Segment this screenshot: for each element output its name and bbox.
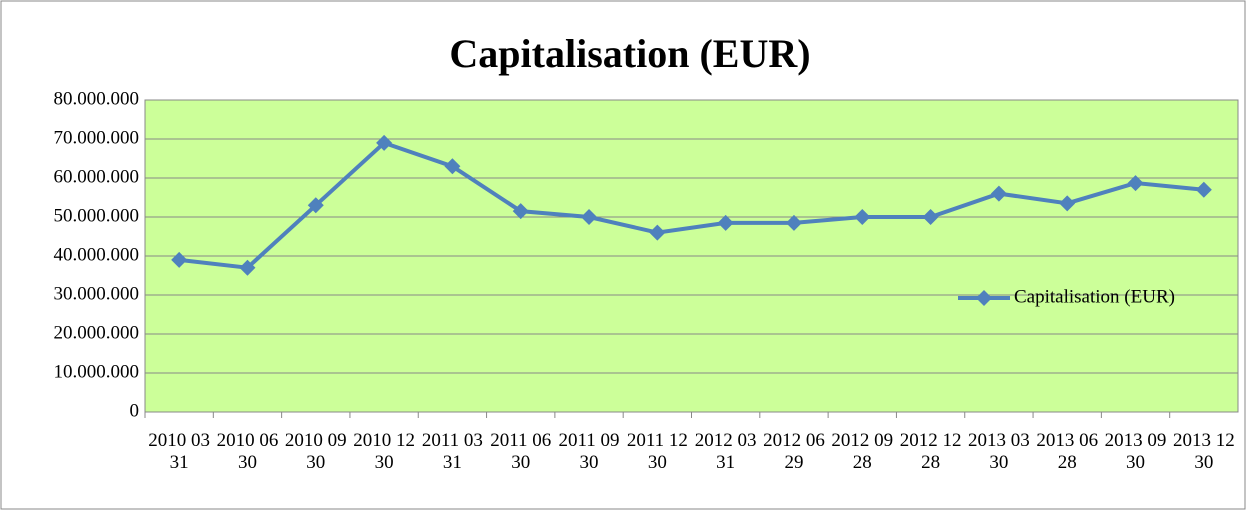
x-tick-label: 2010 06 30 xyxy=(216,430,279,473)
x-tick-label: 2012 09 28 xyxy=(831,430,894,473)
x-tick-label: 2013 09 30 xyxy=(1104,430,1167,473)
x-tick-label: 2011 06 30 xyxy=(490,430,552,473)
data-point xyxy=(854,209,871,225)
data-point xyxy=(444,158,461,175)
data-point xyxy=(1059,195,1076,212)
y-tick-label: 0 xyxy=(130,400,140,421)
data-point xyxy=(1195,181,1212,198)
y-tick-label: 50.000.000 xyxy=(54,205,140,226)
x-tick-label: 2010 03 31 xyxy=(148,430,211,473)
data-point xyxy=(785,214,802,231)
x-tick-label: 2011 12 30 xyxy=(626,430,688,473)
data-point xyxy=(376,134,393,151)
x-tick-label: 2012 12 28 xyxy=(899,430,962,473)
data-point xyxy=(512,203,529,220)
y-tick-label: 10.000.000 xyxy=(54,361,140,382)
legend-marker xyxy=(976,290,992,306)
x-tick-label: 2011 03 31 xyxy=(421,430,483,473)
x-tick-label: 2013 12 30 xyxy=(1172,430,1235,473)
x-tick-label: 2010 12 30 xyxy=(353,430,415,473)
data-point xyxy=(990,185,1007,202)
y-tick-label: 20.000.000 xyxy=(54,322,140,343)
legend-label: Capitalisation (EUR) xyxy=(1014,286,1175,307)
data-point xyxy=(239,259,256,276)
x-tick-label: 2012 06 29 xyxy=(763,430,825,473)
series-line xyxy=(178,140,1205,270)
data-point xyxy=(922,209,939,225)
y-tick-label: 30.000.000 xyxy=(54,283,140,304)
data-point xyxy=(649,224,666,241)
data-point xyxy=(307,197,324,214)
x-tick-label: 2011 09 30 xyxy=(558,430,620,473)
data-point xyxy=(1127,175,1144,192)
data-point xyxy=(717,214,734,231)
y-tick-label: 40.000.000 xyxy=(54,244,140,265)
y-tick-label: 80.000.000 xyxy=(54,88,140,109)
data-point xyxy=(581,209,598,225)
chart-title: Capitalisation (EUR) xyxy=(449,31,810,76)
x-tick-label: 2010 09 30 xyxy=(284,430,347,473)
x-tick-label: 2013 03 30 xyxy=(968,430,1030,473)
y-tick-label: 70.000.000 xyxy=(54,127,140,148)
y-tick-label: 60.000.000 xyxy=(54,166,140,187)
x-tick-label: 2012 03 31 xyxy=(694,430,757,473)
x-tick-label: 2013 06 28 xyxy=(1036,430,1099,473)
data-point xyxy=(171,251,188,268)
